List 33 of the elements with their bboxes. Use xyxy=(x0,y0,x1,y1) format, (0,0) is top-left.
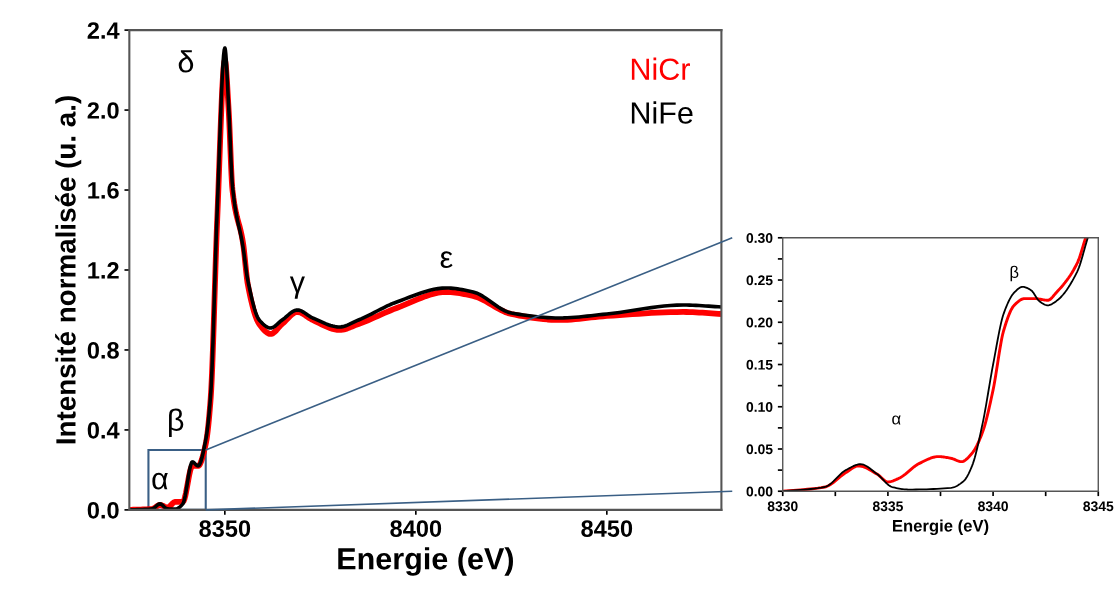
y-tick-label: 0.10 xyxy=(746,402,773,412)
x-axis-title: Energie (eV) xyxy=(338,547,513,576)
y-tick-label: 0.00 xyxy=(746,486,773,497)
text: NiFe xyxy=(631,101,693,124)
x-tick-label: 8345 xyxy=(1083,501,1114,512)
y-tick-label: 1.2 xyxy=(88,262,119,279)
annotation: ε xyxy=(440,251,453,269)
y-tick-label: 0.4 xyxy=(87,422,120,439)
x-tick-label: 8335 xyxy=(872,501,903,512)
annotation: α xyxy=(152,472,168,490)
y-tick-label: 0.15 xyxy=(746,359,773,370)
x-tick-label: 8340 xyxy=(978,501,1008,512)
y-tick-label: 2.0 xyxy=(87,102,119,119)
y-tick-label: 0.30 xyxy=(746,233,773,243)
y-tick-label: 2.4 xyxy=(87,22,120,39)
x-tick-label: 8450 xyxy=(581,520,633,537)
y-tick-label: 1.6 xyxy=(88,182,119,199)
x-tick-label: 8400 xyxy=(390,520,442,537)
x-tick-label: 8350 xyxy=(199,520,251,537)
y-tick-label: 0.8 xyxy=(87,342,119,359)
y-tick-label: 0.20 xyxy=(746,317,773,328)
annotation: β xyxy=(1010,265,1019,282)
y-tick-label: 0.05 xyxy=(746,444,773,455)
x-tick-label: 8330 xyxy=(767,501,798,512)
annotation: α xyxy=(892,415,901,425)
y-tick-label: 0.0 xyxy=(87,501,119,519)
x-axis-title: Energie (eV) xyxy=(892,519,989,536)
annotation: γ xyxy=(289,276,305,299)
text: NiCr xyxy=(631,57,690,81)
y-axis-title: Intensité normalisée (u. a.) xyxy=(55,96,82,444)
y-tick-label: 0.25 xyxy=(746,275,773,286)
annotation: δ xyxy=(178,50,194,73)
annotation: β xyxy=(169,408,184,437)
